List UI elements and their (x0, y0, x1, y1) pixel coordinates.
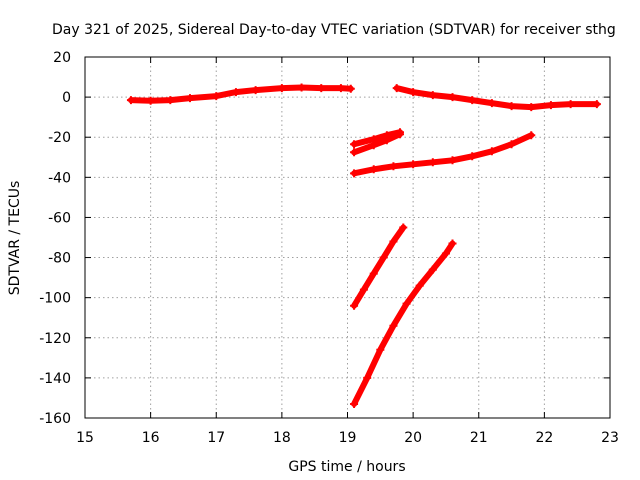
data-point (297, 83, 306, 92)
data-point (507, 140, 516, 149)
data-point (527, 131, 536, 140)
x-tick-label: 15 (76, 430, 94, 446)
data-point (409, 88, 418, 97)
y-tick-label: -160 (39, 411, 71, 427)
data-point (277, 84, 286, 93)
data-point (415, 281, 424, 290)
series-line-4 (351, 131, 403, 156)
data-point (317, 84, 326, 93)
data-point (409, 160, 418, 169)
data-point (251, 86, 260, 95)
data-point (389, 321, 398, 330)
data-point (350, 148, 359, 157)
data-point (369, 165, 378, 174)
data-point (428, 91, 437, 100)
data-point (441, 249, 450, 258)
x-tick-label: 16 (142, 430, 160, 446)
series-line-7 (351, 240, 456, 407)
data-point (389, 237, 398, 246)
x-tick-label: 20 (404, 430, 422, 446)
data-point (336, 84, 345, 93)
data-point (396, 130, 404, 139)
data-point (546, 101, 555, 110)
data-point (392, 84, 401, 93)
x-tick-label: 23 (601, 430, 619, 446)
data-point (487, 99, 496, 108)
y-tick-label: 0 (62, 90, 71, 106)
data-point (166, 96, 175, 105)
x-axis-label: GPS time / hours (288, 459, 405, 475)
data-series-group (126, 83, 601, 408)
data-point (428, 265, 437, 274)
data-point (212, 92, 221, 101)
data-point (350, 169, 359, 178)
data-point (126, 96, 135, 105)
axis-ticks: 15 16 17 18 19 20 21 22 23 -160 -140 -120 -100 -80 -60… (39, 50, 619, 446)
data-point (468, 96, 477, 105)
data-point (376, 345, 385, 354)
y-tick-label: -120 (39, 331, 71, 347)
data-point (592, 100, 601, 109)
series-line-1 (127, 84, 354, 104)
data-point (389, 162, 398, 171)
data-point (566, 100, 575, 109)
data-point (363, 373, 372, 382)
data-point (359, 285, 368, 294)
y-tick-label: -20 (48, 130, 71, 146)
series-line-3 (351, 129, 403, 148)
data-point (350, 301, 359, 310)
y-axis-label: SDTVAR / TECUs (7, 181, 23, 296)
y-tick-label: -60 (48, 210, 71, 226)
data-point (369, 141, 378, 150)
data-point (379, 253, 388, 262)
data-point (402, 299, 411, 308)
data-point (527, 103, 536, 112)
data-point (399, 223, 408, 232)
y-tick-label: -140 (39, 371, 71, 387)
y-tick-label: -40 (48, 170, 71, 186)
data-point (369, 269, 378, 278)
grid (85, 57, 610, 418)
y-tick-label: -80 (48, 251, 71, 267)
data-point (382, 136, 391, 145)
data-point (350, 399, 359, 408)
y-tick-label: 20 (53, 50, 71, 66)
data-point (346, 84, 355, 93)
data-point (448, 239, 457, 248)
data-point (468, 152, 477, 161)
data-point (448, 93, 457, 102)
y-tick-label: -100 (39, 291, 71, 307)
series-line-6 (351, 224, 407, 309)
x-tick-label: 17 (207, 430, 225, 446)
data-point (350, 140, 359, 149)
series-line-5 (351, 132, 535, 177)
x-tick-label: 18 (273, 430, 291, 446)
data-point (428, 158, 437, 167)
chart-title: Day 321 of 2025, Sidereal Day-to-day VTE… (52, 22, 616, 38)
x-tick-label: 19 (339, 430, 357, 446)
x-tick-label: 21 (470, 430, 488, 446)
data-point (186, 94, 194, 103)
data-point (487, 147, 496, 156)
data-point (231, 88, 240, 97)
data-point (146, 96, 155, 105)
x-tick-label: 22 (535, 430, 553, 446)
data-point (507, 102, 516, 111)
data-point (448, 156, 457, 165)
